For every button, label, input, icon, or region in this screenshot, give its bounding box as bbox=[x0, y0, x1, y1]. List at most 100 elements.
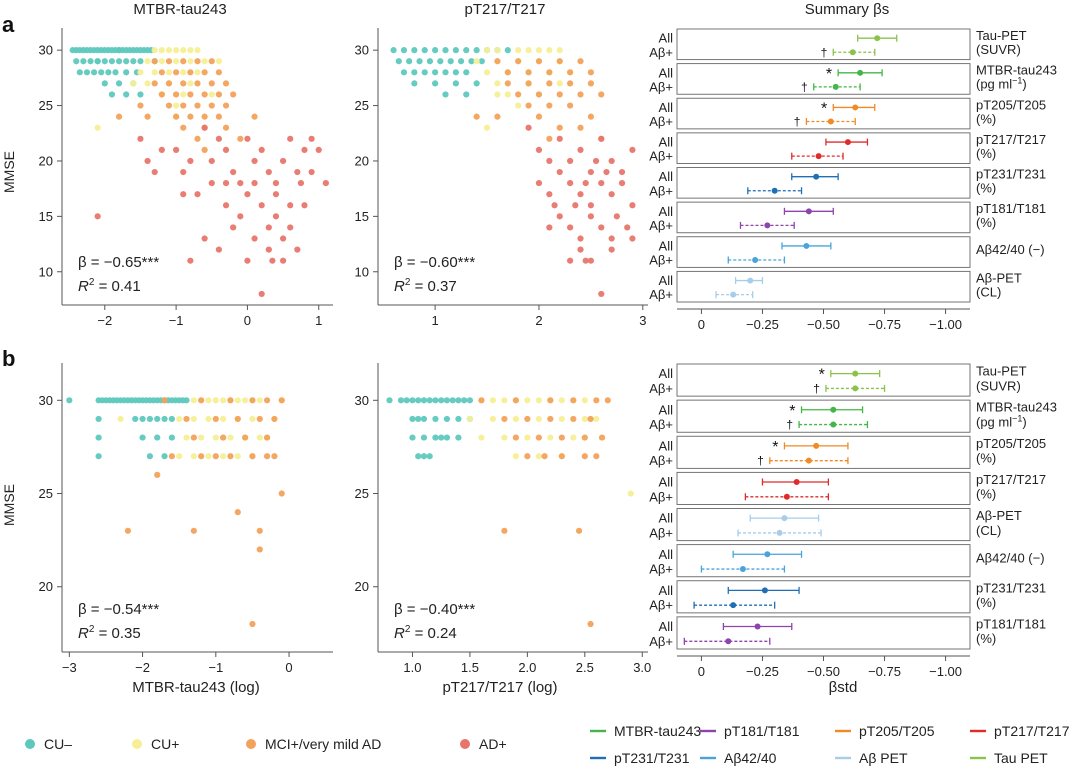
scatter-point-ad bbox=[608, 235, 615, 242]
r2-value: = 0.35 bbox=[94, 625, 140, 642]
scatter-point-cu bbox=[558, 397, 565, 404]
scatter-point-mci bbox=[478, 397, 485, 404]
scatter-point-cu bbox=[144, 80, 151, 87]
scatter-point-cu bbox=[411, 69, 418, 76]
x-tick-label: −2 bbox=[135, 660, 150, 675]
scatter-point-cu bbox=[390, 47, 397, 54]
scatter-point-ad bbox=[251, 235, 258, 242]
unit-text: (%) bbox=[976, 146, 996, 161]
scatter-point-cu bbox=[409, 434, 416, 441]
scatter-point-cu bbox=[461, 397, 468, 404]
scatter-point-cu bbox=[108, 58, 116, 65]
scatter-point-ad bbox=[608, 157, 615, 165]
scatter-point-cu bbox=[95, 434, 102, 441]
scatter-point-cu bbox=[463, 69, 470, 76]
scatter-point-mci bbox=[161, 397, 168, 404]
row-label-all: All bbox=[659, 31, 674, 46]
scatter-point-cu bbox=[137, 91, 144, 98]
row-marker-unit: (pg ml−1) bbox=[976, 413, 1027, 429]
scatter-point-mci bbox=[173, 113, 180, 120]
beta-estimate-point bbox=[752, 257, 759, 264]
unit-text: (%) bbox=[976, 181, 996, 196]
scatter-point-mci bbox=[251, 113, 258, 120]
forest-x-tick-label: −1.00 bbox=[929, 317, 962, 332]
scatter-point-cu bbox=[473, 80, 480, 87]
scatter-point-cu bbox=[386, 397, 393, 404]
scatter-point-cu bbox=[494, 91, 501, 98]
beta-stat: β = −0.54*** bbox=[78, 601, 159, 618]
r2-symbol: R bbox=[78, 625, 89, 642]
x-tick-label: −3 bbox=[62, 660, 77, 675]
scatter-point-mci bbox=[546, 102, 553, 109]
y-tick-label: 15 bbox=[355, 209, 369, 224]
scatter-point-ad bbox=[535, 180, 543, 187]
scatter-point-cu bbox=[515, 102, 522, 109]
scatter-point-mci bbox=[158, 69, 165, 76]
forest-x-tick-label: −0.25 bbox=[746, 317, 779, 332]
scatter-point-cu bbox=[421, 47, 428, 54]
scatter-point-cu bbox=[546, 47, 553, 54]
scatter-point-mci bbox=[501, 527, 508, 534]
x-tick-label: −1 bbox=[169, 313, 184, 328]
scatter-point-mci bbox=[512, 397, 519, 404]
scatter-point-cu bbox=[415, 415, 422, 423]
row-label-all: All bbox=[659, 169, 674, 184]
x-tick-label: 1.5 bbox=[461, 660, 479, 675]
scatter-plot-b1: −3 −2 −1 0 20 25 30 β = −0.54*** R2 = 0.35 bbox=[39, 363, 333, 675]
row-label-abplus: Aβ+ bbox=[649, 634, 673, 649]
unit-text: (%) bbox=[976, 595, 996, 610]
scatter-point-ad bbox=[577, 235, 584, 242]
row-label-abplus: Aβ+ bbox=[649, 287, 673, 302]
scatter-point-mci bbox=[242, 434, 249, 441]
scatter-point-mci bbox=[587, 113, 594, 120]
scatter-point-cu bbox=[535, 415, 542, 423]
scatter-point-cu bbox=[101, 58, 108, 65]
y-tick-label: 15 bbox=[39, 209, 53, 224]
forest-row-box bbox=[676, 435, 971, 469]
scatter-point-cu bbox=[411, 47, 418, 54]
scatter-point-cu bbox=[256, 397, 263, 404]
scatter-point-cu bbox=[180, 69, 187, 76]
forest-x-tick-label: −0.75 bbox=[868, 664, 901, 679]
scatter-point-ad bbox=[587, 213, 594, 220]
scatter-point-ad bbox=[608, 191, 615, 198]
x-tick-label: 1.0 bbox=[403, 660, 421, 675]
scatter-point-mci bbox=[263, 397, 271, 404]
scatter-point-mci bbox=[515, 91, 522, 98]
y-tick-label: 25 bbox=[355, 98, 369, 113]
beta-estimate-point bbox=[783, 493, 790, 500]
row-label-all: All bbox=[659, 475, 674, 490]
row-marker-name: pT217/T217 bbox=[976, 132, 1046, 147]
y-tick-label: 30 bbox=[355, 393, 369, 408]
unit-text: (pg ml bbox=[976, 77, 1012, 92]
r2-stat: R2 = 0.35 bbox=[78, 624, 141, 642]
scatter-point-ad bbox=[215, 246, 222, 253]
unit-text: (CL) bbox=[976, 523, 1001, 538]
scatter-point-cu bbox=[426, 58, 434, 65]
scatter-point-ad bbox=[237, 180, 244, 187]
y-tick-label: 10 bbox=[39, 264, 53, 279]
scatter-point-cu bbox=[90, 69, 98, 76]
forest-row-box bbox=[676, 508, 971, 542]
scatter-point-ad bbox=[287, 135, 294, 142]
scatter-point-mci bbox=[227, 453, 234, 460]
scatter-point-cu bbox=[478, 434, 485, 441]
scatter-point-mci bbox=[222, 124, 230, 131]
scatter-plot-b2: 1.0 1.5 2.0 2.5 3.0 20 25 30 β = −0.40*** R2 = 0.… bbox=[355, 363, 651, 675]
scatter-point-ad bbox=[572, 202, 579, 209]
scatter-point-cu bbox=[432, 69, 439, 76]
y-tick-label: 25 bbox=[39, 486, 53, 501]
legend-label: CU+ bbox=[151, 736, 179, 752]
forest-row-box bbox=[676, 201, 971, 234]
scatter-point-mci bbox=[535, 91, 543, 98]
row-marker-unit: (%) bbox=[976, 631, 996, 646]
unit-superscript: −1 bbox=[1012, 76, 1022, 86]
scatter-point-mci bbox=[201, 91, 208, 98]
scatter-point-cu bbox=[570, 434, 577, 441]
scatter-point-cu bbox=[98, 69, 105, 76]
scatter-point-mci bbox=[222, 80, 230, 87]
r2-exponent: 2 bbox=[89, 624, 95, 635]
forest-x-tick-label: −1.00 bbox=[929, 664, 962, 679]
